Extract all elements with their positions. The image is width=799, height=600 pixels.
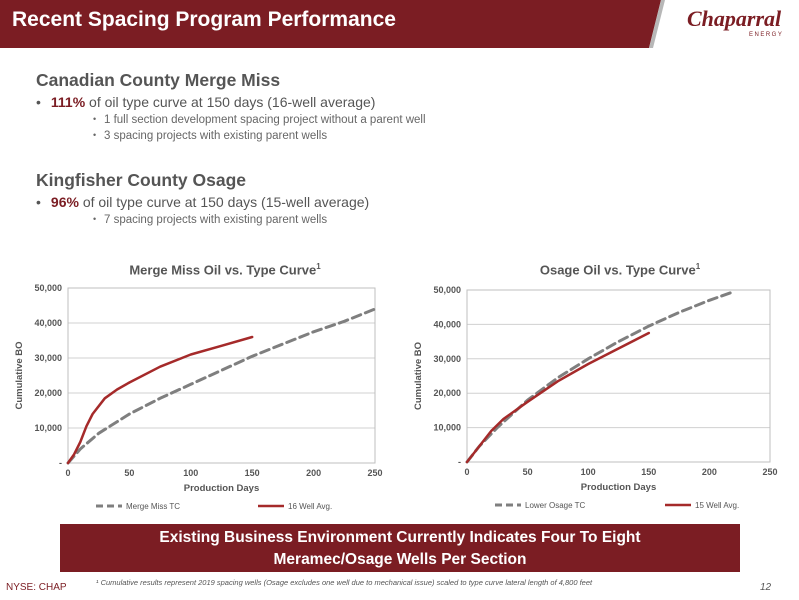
y-tick-label: 20,000	[433, 388, 461, 398]
merge-miss-chart: - 10,000 20,000 30,000 40,000 50,000 0 50 100 150…	[14, 283, 383, 511]
x-axis-label: Production Days	[184, 483, 260, 494]
y-tick-label: 30,000	[34, 353, 62, 363]
bullet-bold-value: 111%	[50, 94, 86, 110]
legend-label: 15 Well Avg.	[695, 501, 739, 510]
series-line-1	[465, 290, 736, 464]
series-line-2	[465, 331, 651, 464]
x-axis-label: Production Days	[581, 482, 657, 493]
y-tick-label: 50,000	[34, 283, 62, 293]
bullet-text: of oil type curve at 150 days (16-well a…	[85, 94, 376, 110]
x-tick-label: 250	[762, 467, 777, 477]
x-tick-label: 50	[523, 467, 533, 477]
y-axis-label: Cumulative BO	[14, 341, 25, 409]
osage-chart: - 10,000 20,000 30,000 40,000 50,000 0 50 100 150…	[413, 285, 778, 510]
y-tick-label: 50,000	[433, 285, 461, 295]
y-tick-label: 40,000	[433, 319, 461, 329]
bullet-osage: • 96% of oil type curve at 150 days (15-w…	[36, 194, 370, 210]
x-tick-label: 200	[306, 468, 321, 478]
ticker-label: NYSE: CHAP	[6, 582, 67, 593]
sub-bullet: • 3 spacing projects with existing parent…	[93, 130, 328, 142]
sub-bullet: • 1 full section development spacing proj…	[93, 114, 426, 126]
y-tick-label: -	[458, 457, 461, 467]
logo-subtext: ENERGY	[749, 32, 784, 38]
x-tick-label: 100	[581, 467, 596, 477]
y-tick-label: 10,000	[433, 423, 461, 433]
series-line-2	[66, 335, 254, 465]
y-axis-label: Cumulative BO	[413, 342, 424, 410]
chart-title-merge-miss: Merge Miss Oil vs. Type Curve1	[129, 262, 321, 278]
section-heading-osage: Kingfisher County Osage	[36, 170, 247, 190]
logo-text: Chaparral	[687, 6, 782, 31]
y-tick-label: 40,000	[34, 318, 62, 328]
sub-bullet: • 7 spacing projects with existing parent…	[93, 214, 328, 226]
y-tick-label: -	[59, 458, 62, 468]
x-tick-label: 150	[245, 468, 260, 478]
header-bar: Recent Spacing Program Performance Chapa…	[0, 0, 799, 48]
banner-line-1: Existing Business Environment Currently …	[159, 529, 641, 546]
y-tick-label: 20,000	[34, 388, 62, 398]
legend-label: Merge Miss TC	[126, 502, 180, 511]
y-tick-label: 10,000	[34, 423, 62, 433]
x-tick-label: 0	[464, 467, 469, 477]
bullet-bold-value: 96%	[50, 194, 79, 210]
conclusion-banner: Existing Business Environment Currently …	[60, 524, 740, 572]
plot-area	[466, 289, 771, 463]
page-title: Recent Spacing Program Performance	[12, 8, 396, 31]
x-tick-label: 100	[183, 468, 198, 478]
logo: Chaparral ENERGY	[649, 0, 799, 48]
series-line-1	[66, 307, 377, 465]
logo-background	[649, 0, 799, 48]
plot-area	[67, 287, 376, 464]
x-tick-label: 200	[702, 467, 717, 477]
x-tick-label: 150	[641, 467, 656, 477]
y-tick-label: 30,000	[433, 354, 461, 364]
chart-title-osage: Osage Oil vs. Type Curve1	[539, 262, 701, 278]
x-tick-label: 250	[367, 468, 382, 478]
banner-line-2: Meramec/Osage Wells Per Section	[273, 551, 527, 568]
legend-label: 16 Well Avg.	[288, 502, 332, 511]
section-heading-merge-miss: Canadian County Merge Miss	[36, 70, 281, 90]
legend-label: Lower Osage TC	[525, 501, 586, 510]
page-number: 12	[760, 582, 772, 593]
bullet-merge-miss: • 111% of oil type curve at 150 days (16-…	[36, 94, 376, 110]
x-tick-label: 0	[65, 468, 70, 478]
bullet-text: of oil type curve at 150 days (15-well a…	[78, 194, 370, 210]
x-tick-label: 50	[124, 468, 134, 478]
footnote: ¹ Cumulative results represent 2019 spac…	[96, 578, 593, 587]
